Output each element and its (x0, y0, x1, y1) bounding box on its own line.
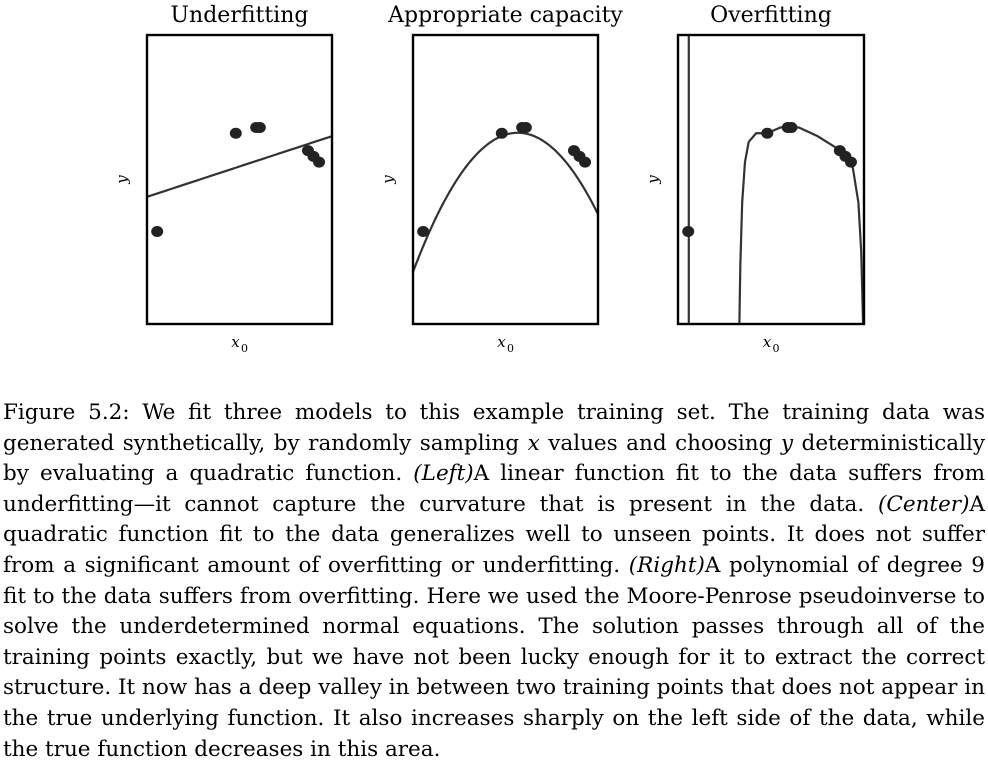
x-axis-subscript-overfitting: 0 (773, 342, 780, 355)
data-point-overfitting-7 (844, 156, 857, 168)
data-point-overfitting-2 (761, 127, 774, 139)
panel-appropriate-capacity: Appropriate capacity y x 0 (379, 3, 623, 355)
data-point-underfitting-2 (229, 127, 242, 139)
x-axis-subscript-appropriate-capacity: 0 (507, 342, 514, 355)
data-point-underfitting-1 (151, 226, 164, 238)
plot-frame-overfitting (676, 33, 866, 326)
x-axis-label-underfitting: x (231, 333, 240, 351)
figure-caption: Figure 5.2: We fit three models to this … (3, 398, 985, 765)
caption-part-4: A linear function fit to the data suffer… (3, 461, 985, 517)
data-point-underfitting-7 (313, 156, 326, 168)
panel-title-appropriate-capacity: Appropriate capacity (387, 3, 623, 28)
y-axis-label-underfitting: y (113, 175, 131, 185)
caption-left-label: (Left) (413, 461, 474, 487)
caption-center-label: (Center) (878, 491, 970, 517)
plot-frame-underfitting (145, 33, 334, 326)
plot-frame-appropriate-capacity (411, 33, 600, 326)
caption-right-label: (Right) (628, 552, 705, 578)
data-point-appropriate-capacity-2 (495, 127, 508, 139)
data-point-overfitting-4 (785, 121, 798, 133)
caption-part-2: values and choosing (539, 430, 781, 456)
panel-title-overfitting: Overfitting (710, 3, 832, 28)
caption-part-1: Figure 5.2: We fit three models to this … (3, 400, 985, 456)
y-axis-label-appropriate-capacity: y (379, 175, 397, 185)
x-axis-label-appropriate-capacity: x (497, 333, 506, 351)
data-point-appropriate-capacity-1 (417, 226, 430, 238)
caption-x-var: x (527, 430, 540, 456)
caption-part-6: A polynomial of degree 9 fit to the data… (3, 552, 985, 762)
data-point-underfitting-4 (253, 121, 266, 133)
data-point-overfitting-1 (682, 226, 695, 238)
data-point-appropriate-capacity-7 (579, 156, 592, 168)
panel-overfitting: Overfitting y x 0 (644, 3, 866, 355)
caption-y-var: y (780, 430, 794, 456)
y-axis-label-overfitting: y (644, 175, 662, 185)
fit-curve-underfitting (147, 135, 332, 198)
panel-underfitting: Underfitting y x 0 (113, 3, 334, 355)
data-point-appropriate-capacity-4 (519, 121, 532, 133)
caption-part-3: deterministically by evaluating a quadra… (3, 430, 985, 487)
caption-part-5: A quadratic function fit to the data gen… (3, 491, 985, 578)
x-axis-label-overfitting: x (763, 333, 772, 351)
x-axis-subscript-underfitting: 0 (241, 342, 248, 355)
panel-title-underfitting: Underfitting (171, 3, 309, 28)
